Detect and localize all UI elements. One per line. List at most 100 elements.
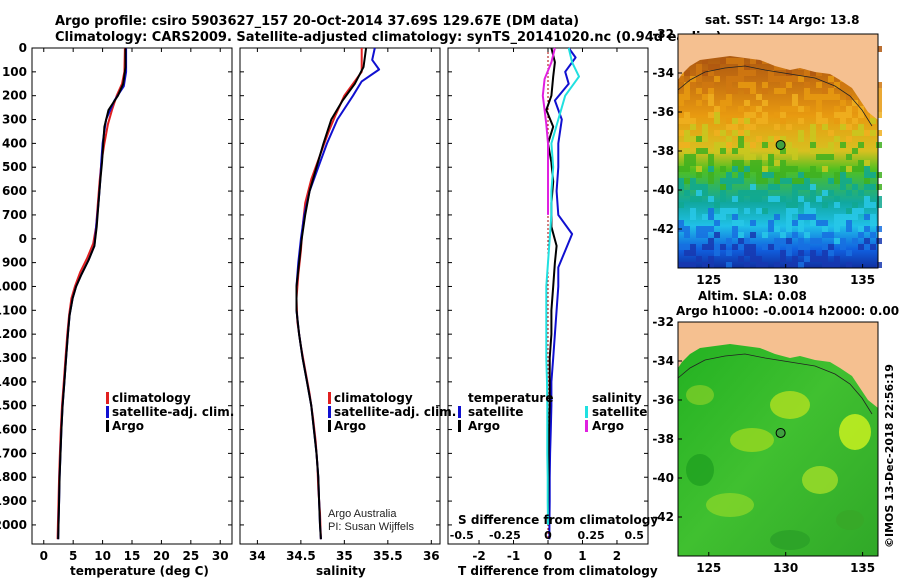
sst-pixel xyxy=(834,112,840,118)
sst-pixel xyxy=(708,172,714,178)
sst-pixel xyxy=(846,226,852,232)
series-line-s-argo xyxy=(541,47,556,215)
legend-swatch-satellite xyxy=(328,406,331,418)
sst-pixel xyxy=(738,190,744,196)
sst-pixel xyxy=(804,70,810,76)
sst-pixel xyxy=(804,106,810,112)
sst-pixel xyxy=(678,76,684,82)
sst-pixel xyxy=(732,226,738,232)
depth-tick-label: 2000 xyxy=(0,518,27,532)
sst-pixel xyxy=(762,172,768,178)
sst-pixel xyxy=(876,100,882,106)
sst-pixel xyxy=(834,118,840,124)
sst-pixel xyxy=(678,142,684,148)
sst-pixel xyxy=(690,124,696,130)
sst-pixel xyxy=(834,106,840,112)
sst-pixel xyxy=(810,172,816,178)
sst-pixel xyxy=(750,58,756,64)
sst-pixel xyxy=(726,238,732,244)
sst-pixel xyxy=(822,232,828,238)
sst-pixel xyxy=(780,148,786,154)
sst-pixel xyxy=(750,250,756,256)
sst-pixel xyxy=(696,232,702,238)
legend-argo: Argo xyxy=(112,419,144,433)
sst-pixel xyxy=(726,208,732,214)
sst-pixel xyxy=(762,88,768,94)
sst-pixel xyxy=(684,250,690,256)
map-x-tick-label: 125 xyxy=(696,561,721,575)
sst-pixel xyxy=(870,220,876,226)
sst-pixel xyxy=(744,172,750,178)
sst-pixel xyxy=(780,232,786,238)
map-y-tick-label: -36 xyxy=(652,393,674,407)
sst-pixel xyxy=(864,160,870,166)
sst-pixel xyxy=(840,112,846,118)
sst-pixel xyxy=(834,226,840,232)
sst-pixel xyxy=(738,160,744,166)
sst-pixel xyxy=(690,184,696,190)
sla-map-title-2: Argo h1000: -0.0014 h2000: 0.0051 xyxy=(676,304,900,318)
sla-blob xyxy=(836,510,864,530)
sst-pixel xyxy=(876,142,882,148)
sst-pixel xyxy=(690,160,696,166)
sst-pixel xyxy=(810,190,816,196)
sst-pixel xyxy=(834,238,840,244)
sst-pixel xyxy=(738,136,744,142)
sst-pixel xyxy=(804,184,810,190)
sst-pixel xyxy=(678,178,684,184)
legend-climatology: climatology xyxy=(112,391,191,405)
sst-pixel xyxy=(684,112,690,118)
depth-tick-label: 100 xyxy=(2,65,27,79)
sst-pixel xyxy=(810,136,816,142)
sst-pixel xyxy=(786,220,792,226)
depth-tick-label: 700 xyxy=(2,208,27,222)
sst-pixel xyxy=(822,220,828,226)
sla-blob xyxy=(686,385,714,405)
sst-pixel xyxy=(732,160,738,166)
sla-blob xyxy=(730,428,774,452)
sst-pixel xyxy=(852,130,858,136)
sst-pixel xyxy=(744,166,750,172)
sst-pixel xyxy=(786,82,792,88)
sst-pixel xyxy=(762,154,768,160)
sst-pixel xyxy=(726,82,732,88)
sst-pixel xyxy=(786,250,792,256)
sst-pixel xyxy=(810,148,816,154)
x-tick-label: 2 xyxy=(613,549,621,563)
sst-pixel xyxy=(816,148,822,154)
sst-pixel xyxy=(684,166,690,172)
sst-pixel xyxy=(846,106,852,112)
legend-swatch-t-argo xyxy=(458,420,461,432)
sst-pixel xyxy=(684,82,690,88)
map-y-tick-label: -34 xyxy=(652,354,674,368)
sst-pixel xyxy=(870,214,876,220)
sst-pixel xyxy=(858,160,864,166)
sst-pixel xyxy=(684,178,690,184)
sst-pixel xyxy=(720,58,726,64)
sst-pixel xyxy=(708,226,714,232)
sst-pixel xyxy=(798,76,804,82)
sla-contour xyxy=(677,353,873,415)
sst-pixel xyxy=(744,70,750,76)
x-tick-label: 1 xyxy=(578,549,586,563)
sst-pixel xyxy=(822,226,828,232)
sst-pixel xyxy=(822,256,828,262)
sst-pixel xyxy=(786,76,792,82)
sst-pixel xyxy=(834,136,840,142)
sst-pixel xyxy=(768,172,774,178)
sst-pixel xyxy=(858,166,864,172)
sst-pixel xyxy=(810,70,816,76)
sst-pixel xyxy=(828,88,834,94)
sst-pixel xyxy=(804,88,810,94)
sst-pixel xyxy=(690,154,696,160)
sst-pixel xyxy=(702,184,708,190)
sst-pixel xyxy=(768,76,774,82)
sst-pixel xyxy=(714,220,720,226)
difference-top-axis: -0.5 -0.25 0 0.25 0.5 xyxy=(450,529,644,542)
sst-pixel xyxy=(786,214,792,220)
sst-pixel xyxy=(702,58,708,64)
salinity-x-axis: 34 34.5 35 35.5 36 xyxy=(249,48,440,563)
sla-blob xyxy=(839,414,871,450)
sst-pixel xyxy=(768,160,774,166)
sst-pixel xyxy=(756,136,762,142)
